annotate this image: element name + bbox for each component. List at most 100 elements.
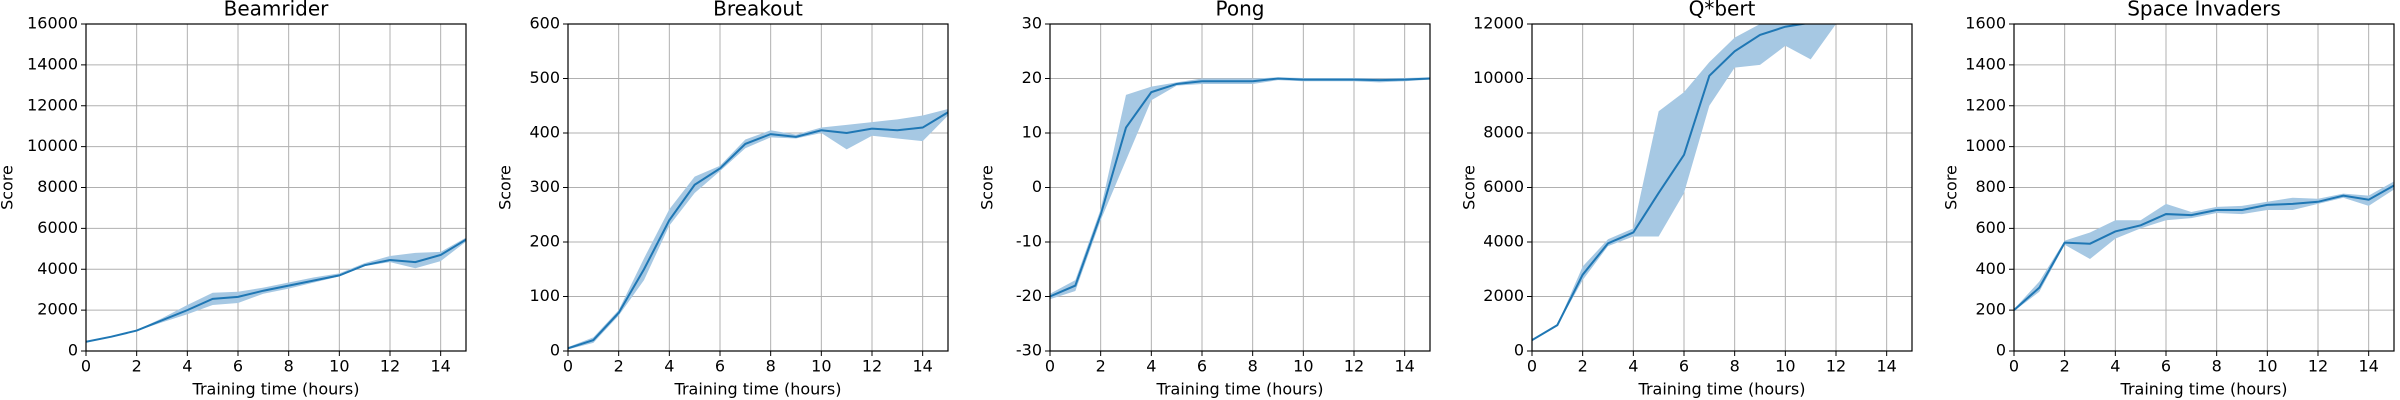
- x-tick-label: 14: [2358, 357, 2378, 376]
- y-tick-label: 12000: [1473, 14, 1524, 33]
- axes-frame: [1531, 23, 1913, 352]
- x-axis-label: Training time (hours): [192, 380, 360, 399]
- axes-frame: [85, 23, 467, 352]
- axes-frame: [2013, 23, 2395, 352]
- x-tick-label: 2: [1578, 357, 1588, 376]
- x-tick-label: 10: [1775, 357, 1795, 376]
- x-tick-label: 6: [715, 357, 725, 376]
- y-tick-label: 0: [550, 341, 560, 360]
- y-tick-label: 2000: [37, 300, 78, 319]
- y-tick-label: 400: [529, 123, 560, 142]
- x-tick-label: 14: [1394, 357, 1414, 376]
- y-tick-label: 4000: [1483, 232, 1524, 251]
- y-tick-label: 8000: [37, 177, 78, 196]
- band: [86, 237, 466, 343]
- x-tick-label: 0: [563, 357, 573, 376]
- y-tick-label: 16000: [27, 14, 78, 33]
- y-tick-label: 30: [1022, 14, 1042, 33]
- y-tick-label: 10000: [1473, 68, 1524, 87]
- x-tick-label: 8: [2212, 357, 2222, 376]
- y-tick-label: 0: [68, 341, 78, 360]
- band: [1050, 77, 1430, 300]
- x-tick-label: 6: [1197, 357, 1207, 376]
- y-tick-label: 0: [1032, 177, 1042, 196]
- y-tick-label: -10: [1016, 232, 1042, 251]
- x-tick-label: 14: [1876, 357, 1896, 376]
- y-axis-label: Score: [1942, 165, 1961, 210]
- x-tick-label: 8: [1730, 357, 1740, 376]
- x-tick-label: 12: [862, 357, 882, 376]
- x-tick-label: 10: [329, 357, 349, 376]
- x-tick-label: 4: [1146, 357, 1156, 376]
- x-tick-label: 12: [1826, 357, 1846, 376]
- x-tick-label: 6: [233, 357, 243, 376]
- subplot: 0 200 400 600 800 1000 1200 1400 1600 0 2 4 6 8 10 12 14…: [1942, 0, 2395, 399]
- y-axis-label: Score: [978, 165, 997, 210]
- y-tick-label: 800: [1975, 177, 2006, 196]
- y-tick-label: 200: [1975, 300, 2006, 319]
- y-tick-label: 14000: [27, 54, 78, 73]
- subplot: 0 2000 4000 6000 8000 10000 12000 0 2 4 6 8 10 12 14 Q*…: [1460, 0, 1913, 399]
- axes-frame: [567, 23, 949, 352]
- x-tick-label: 2: [1096, 357, 1106, 376]
- x-tick-label: 4: [664, 357, 674, 376]
- x-axis-label: Training time (hours): [1156, 380, 1324, 399]
- x-axis-label: Training time (hours): [674, 380, 842, 399]
- x-tick-label: 6: [1679, 357, 1689, 376]
- y-tick-label: -20: [1016, 286, 1042, 305]
- chart-title: Q*bert: [1689, 0, 1756, 21]
- y-tick-label: 400: [1975, 259, 2006, 278]
- x-axis-label: Training time (hours): [1638, 380, 1806, 399]
- x-axis-label: Training time (hours): [2120, 380, 2288, 399]
- x-tick-label: 4: [1628, 357, 1638, 376]
- y-tick-label: 200: [529, 232, 560, 251]
- subplot: 0 2000 4000 6000 8000 10000 12000 14000 16000 0 2 4…: [0, 0, 467, 399]
- x-tick-label: 0: [1045, 357, 1055, 376]
- y-tick-label: 100: [529, 286, 560, 305]
- x-tick-label: 2: [2060, 357, 2070, 376]
- x-tick-label: 4: [182, 357, 192, 376]
- chart-title: Breakout: [713, 0, 803, 21]
- y-tick-label: 6000: [1483, 177, 1524, 196]
- chart-title: Beamrider: [224, 0, 330, 21]
- x-tick-label: 10: [811, 357, 831, 376]
- line: [2014, 184, 2394, 311]
- chart-title: Pong: [1216, 0, 1265, 21]
- y-tick-label: 1000: [1965, 136, 2006, 155]
- y-tick-label: 0: [1514, 341, 1524, 360]
- y-axis-label: Score: [1460, 165, 1479, 210]
- y-tick-label: 2000: [1483, 286, 1524, 305]
- y-tick-label: 8000: [1483, 123, 1524, 142]
- x-tick-label: 8: [1248, 357, 1258, 376]
- y-tick-label: 20: [1022, 68, 1042, 87]
- x-tick-label: 10: [1293, 357, 1313, 376]
- band: [1532, 24, 1836, 341]
- y-tick-label: 600: [1975, 218, 2006, 237]
- line: [1050, 77, 1430, 298]
- x-tick-label: 8: [284, 357, 294, 376]
- y-tick-label: 600: [529, 14, 560, 33]
- subplot: -30 -20 -10 0 10 20 30 0 2 4 6 8 10 12 14 Pong Training …: [978, 0, 1431, 399]
- x-tick-label: 12: [1344, 357, 1364, 376]
- x-tick-label: 2: [132, 357, 142, 376]
- x-tick-label: 10: [2257, 357, 2277, 376]
- subplot: 0 100 200 300 400 500 600 0 2 4 6 8 10 12 14 Breakout Tr…: [496, 0, 949, 399]
- y-tick-label: 300: [529, 177, 560, 196]
- y-tick-label: 1400: [1965, 54, 2006, 73]
- y-tick-label: -30: [1016, 341, 1042, 360]
- y-tick-label: 0: [1996, 341, 2006, 360]
- x-tick-label: 2: [614, 357, 624, 376]
- x-tick-label: 8: [766, 357, 776, 376]
- band: [2014, 181, 2394, 312]
- y-tick-label: 10: [1022, 123, 1042, 142]
- y-tick-label: 10000: [27, 136, 78, 155]
- x-tick-label: 0: [2009, 357, 2019, 376]
- line: [86, 238, 466, 343]
- x-tick-label: 14: [430, 357, 450, 376]
- band: [568, 109, 948, 350]
- x-tick-label: 0: [81, 357, 91, 376]
- x-tick-label: 14: [912, 357, 932, 376]
- chart-title: Space Invaders: [2127, 0, 2281, 21]
- y-tick-label: 1200: [1965, 95, 2006, 114]
